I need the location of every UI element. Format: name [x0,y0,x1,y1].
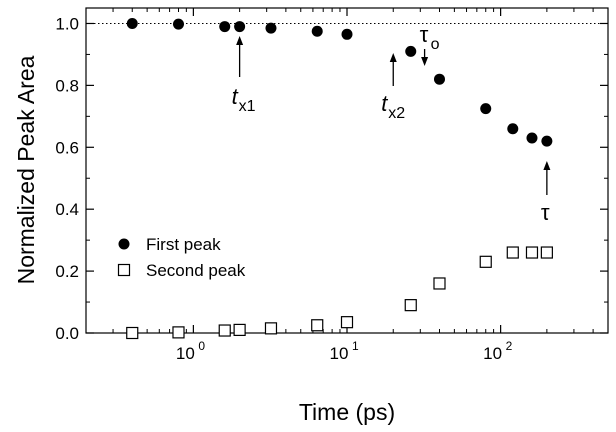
data-point-second-peak [264,322,278,335]
data-point-second-peak [404,299,417,312]
data-point-second-peak [506,246,519,259]
annotation-label: τ [420,22,429,47]
series-first-peak [126,17,553,147]
data-point-second-peak [433,277,446,290]
data-point-first-peak [126,17,138,29]
data-point-first-peak [311,25,323,37]
data-point-second-peak [126,326,139,340]
x-axis-title: Time (ps) [299,399,395,425]
legend: First peak Second peak [117,235,246,280]
annotation-label: t [381,91,388,116]
data-point-first-peak [541,135,553,147]
y-tick-label: 0.0 [55,324,79,343]
x-tick-exponent: 0 [198,339,205,353]
data-point-first-peak [172,18,184,30]
data-point-second-peak [172,326,185,339]
x-tick-labels: 10 0 10 1 10 2 [176,339,513,363]
annotation-arrowhead [543,161,551,170]
y-axis-title: Normalized Peak Area [13,55,39,284]
y-tick-label: 0.8 [55,76,79,95]
x-tick-exponent: 1 [352,339,359,353]
data-point-first-peak [234,21,246,33]
legend-marker-first-peak [118,238,130,250]
annotations: t x1 t x2τ oτ [232,22,551,225]
data-point-first-peak [433,73,445,85]
x-tick-exponent: 2 [506,339,513,353]
data-point-second-peak [340,316,354,329]
annotation-label: t [232,84,239,109]
data-point-second-peak [525,246,539,259]
legend-label-first-peak: First peak [146,235,221,254]
x-tick-label: 10 [483,344,502,363]
x-tick-label: 10 [176,344,195,363]
data-point-second-peak [311,319,324,332]
annotation-subscript: x1 [239,98,256,115]
data-point-first-peak [480,103,492,115]
data-point-first-peak [219,21,231,33]
data-point-second-peak [218,324,231,337]
annotation-arrowhead [236,36,244,45]
plot-frame [85,7,609,334]
annotation-arrowhead [421,57,429,66]
y-tick-label: 1.0 [55,14,79,33]
annotation-subscript: o [431,36,440,53]
data-point-first-peak [341,28,353,40]
legend-label-second-peak: Second peak [146,261,246,280]
data-point-first-peak [265,22,277,34]
legend-marker-second-peak [117,263,131,277]
axis-ticks [85,8,609,334]
x-tick-label: 10 [330,344,349,363]
data-point-second-peak [233,323,246,337]
data-point-first-peak [526,132,538,144]
y-tick-label: 0.2 [55,262,79,281]
data-point-second-peak [540,246,553,259]
y-tick-label: 0.4 [55,200,79,219]
series-second-peak [126,246,553,340]
data-point-first-peak [507,123,519,135]
y-tick-labels: 0.0 0.2 0.4 0.6 0.8 1.0 [55,14,79,343]
data-point-first-peak [405,45,417,57]
annotation-arrowhead [389,53,397,62]
data-point-second-peak [479,255,492,268]
annotation-label: τ [541,200,550,225]
y-tick-label: 0.6 [55,138,79,157]
annotation-subscript: x2 [388,105,405,122]
